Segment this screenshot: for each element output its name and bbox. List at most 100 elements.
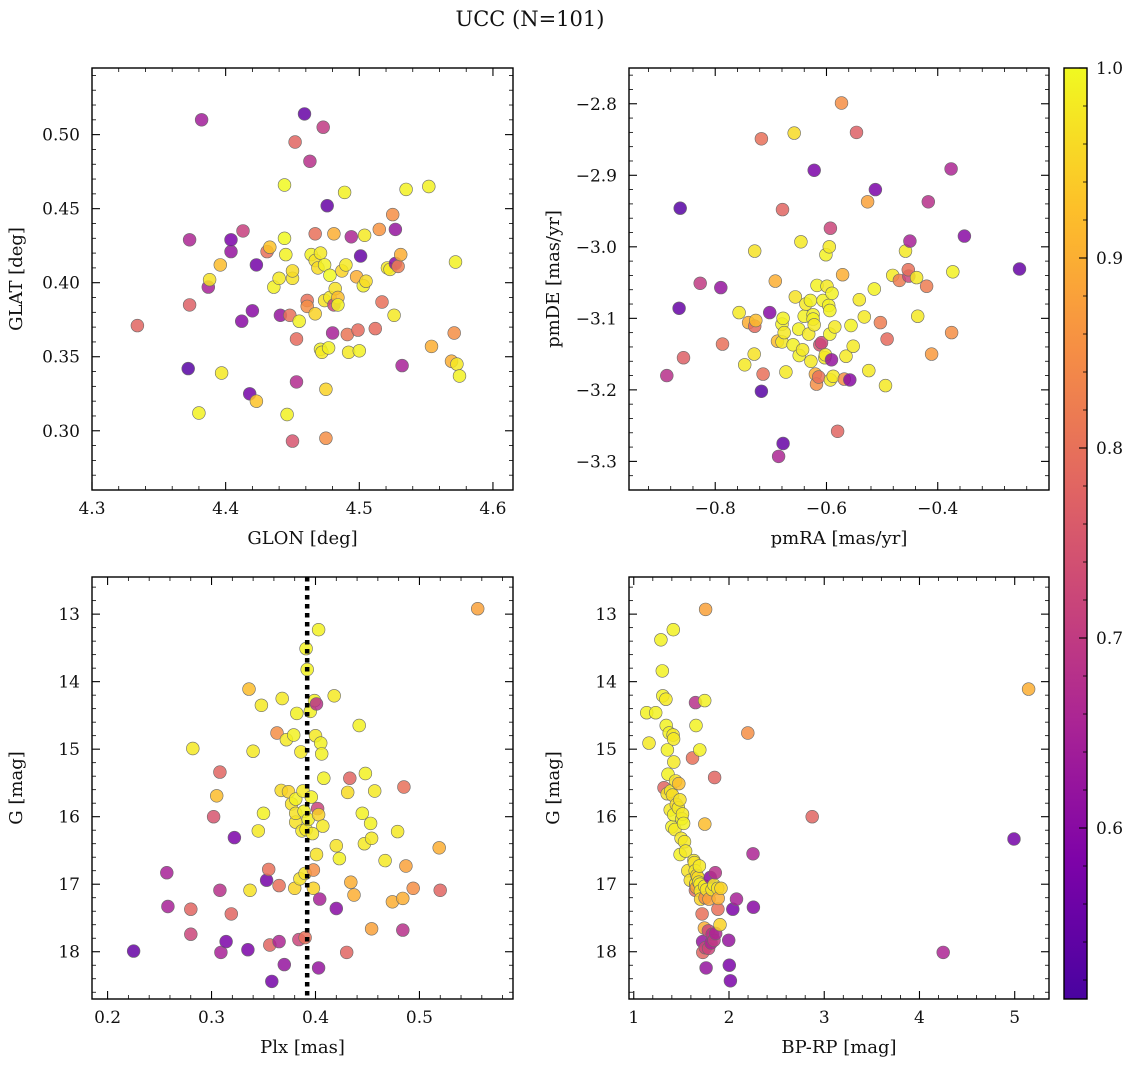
y-axis-label: pmDE [mas/yr] [543,210,564,348]
y-tick-label: 0.30 [42,422,80,442]
y-tick-label: 18 [58,943,80,963]
colorbar-tick-label: 1.0 [1096,59,1123,79]
x-tick-label: 0.4 [302,1008,329,1028]
scatter-point [182,233,197,247]
scatter-point [771,449,786,464]
scatter-point [676,816,691,831]
scatter-point [878,378,893,393]
scatter-point [693,276,707,290]
scatter-point [714,881,728,895]
scatter-point [213,765,227,779]
scatter-point [826,369,840,383]
x-tick-label: 4.3 [78,499,105,519]
scatter-point [341,785,355,800]
y-tick-label: 16 [58,808,80,828]
scatter-point [754,384,769,398]
scatter-point [776,436,790,451]
scatter-point [768,274,782,288]
scatter-point [161,899,175,914]
scatter-point [919,279,934,293]
scatter-point [297,107,312,121]
x-tick-label: −0.4 [917,499,958,519]
scatter-point [272,271,286,285]
x-tick-label: 0.2 [94,1008,121,1028]
scatter-point [822,240,836,254]
axes-frame [628,67,1050,491]
scatter-point [452,369,467,383]
scatter-point [698,602,713,617]
plx-g-panel: 0.2 0.3 0.4 0.5 13 14 15 16 17 18 Plx [mas] G [mag] [6,576,514,1058]
scatter-point [270,726,284,740]
scatter-point [243,883,257,897]
scatter-point [357,228,372,243]
scatter-point [308,307,322,321]
scatter-point [329,838,343,853]
scatter-point [849,125,864,140]
scatter-point [316,120,330,134]
scatter-point [422,179,436,194]
scatter-point [1021,682,1036,696]
scatter-point [660,743,675,757]
scatter-point [756,367,770,381]
scatter-point [1012,262,1027,276]
scatter-point [272,934,286,949]
colorbar-tick-label: 0.6 [1096,819,1123,839]
scatter-point [868,182,883,197]
scatter-point [214,945,228,960]
x-axis-label: Plx [mas] [260,1037,345,1058]
scatter-point [852,293,866,307]
scatter-point [406,881,420,895]
scatter-point [344,230,358,244]
scatter-point [699,961,713,975]
scatter-point [242,682,256,696]
scatter-point [957,229,972,243]
scatter-point [202,273,217,287]
scatter-point [194,113,209,127]
scatter-point [396,891,410,906]
axes-frame [91,576,514,1000]
scatter-point [275,691,289,706]
scatter-point [372,222,386,237]
scatter-point [319,431,333,445]
scatter-point [910,309,925,323]
scatter-point [327,689,341,703]
x-tick-label: 2 [724,1008,735,1028]
scatter-point [903,234,917,248]
scatter-point [320,199,334,213]
scatter-point [351,323,365,337]
scatter-point [308,227,322,241]
pmra-pmde-panel: −0.8 −0.6 −0.4 −3.3 −3.2 −3.1 −3.0 −2.9 −2.8 pmRA… [543,67,1050,549]
scatter-point [741,726,755,740]
scatter-point [433,883,447,897]
scatter-point [327,227,341,241]
x-tick-label: 3 [819,1008,830,1028]
scatter-point [672,776,686,791]
scatter-point [236,224,250,238]
scatter-point [313,246,328,260]
scatter-point [184,902,198,916]
scatter-point [181,361,195,376]
scatter-point [823,303,837,318]
y-tick-label: −3.2 [576,381,617,401]
scatter-point [695,907,709,921]
scatter-point [289,375,304,389]
scatter-point [287,728,301,742]
scatter-point [814,336,829,350]
y-tick-label: 17 [58,875,80,895]
y-axis-label: GLAT [deg] [6,227,27,331]
x-tick-label: 1 [628,1008,639,1028]
scatter-point [775,202,790,217]
scatter-point [355,806,369,820]
scatter-point [729,892,744,906]
scatter-point [358,766,373,781]
scatter-point [655,664,669,678]
scatter-point [777,325,791,340]
scatter-point [313,892,327,906]
scatter-point [309,847,324,862]
scatter-point [795,343,810,357]
scatter-point [290,706,304,721]
scatter-point [311,622,326,637]
x-axis-label: GLON [deg] [247,528,357,549]
scatter-point [306,863,321,877]
y-tick-label: 14 [595,673,617,693]
